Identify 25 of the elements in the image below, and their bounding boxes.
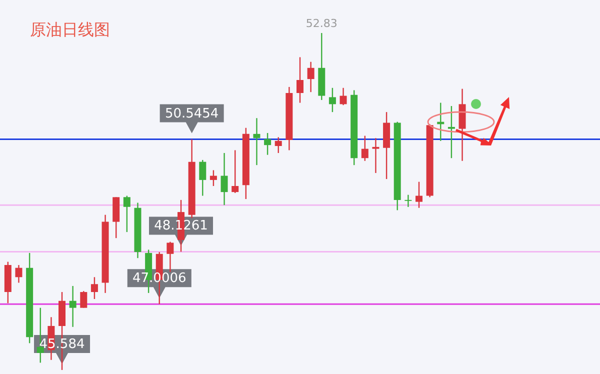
- candlestick: [307, 61, 314, 93]
- candlestick: [448, 105, 455, 159]
- candlestick: [415, 181, 422, 208]
- candlestick: [123, 195, 130, 233]
- candlestick: [80, 290, 88, 308]
- candlestick: [296, 56, 304, 104]
- candlestick: [264, 132, 272, 156]
- candlestick: [404, 194, 412, 208]
- candlestick: [166, 241, 174, 273]
- candlestick: [361, 135, 368, 162]
- candlestick: [199, 159, 206, 196]
- candlestick: [253, 118, 260, 166]
- candlestick: [328, 87, 336, 113]
- candlestick: [340, 87, 347, 106]
- candlestick: [274, 136, 282, 154]
- candlestick: [232, 150, 239, 194]
- candlestick: [220, 152, 228, 206]
- candlestick: [15, 264, 22, 284]
- candlestick: [210, 170, 217, 187]
- candlestick: [69, 285, 76, 328]
- annotation: 52.83: [306, 17, 338, 30]
- annotation: 50.5454: [164, 106, 219, 122]
- chart-title: 原油日线图: [30, 20, 110, 39]
- candlestick: [90, 276, 98, 300]
- candlestick: [372, 138, 380, 174]
